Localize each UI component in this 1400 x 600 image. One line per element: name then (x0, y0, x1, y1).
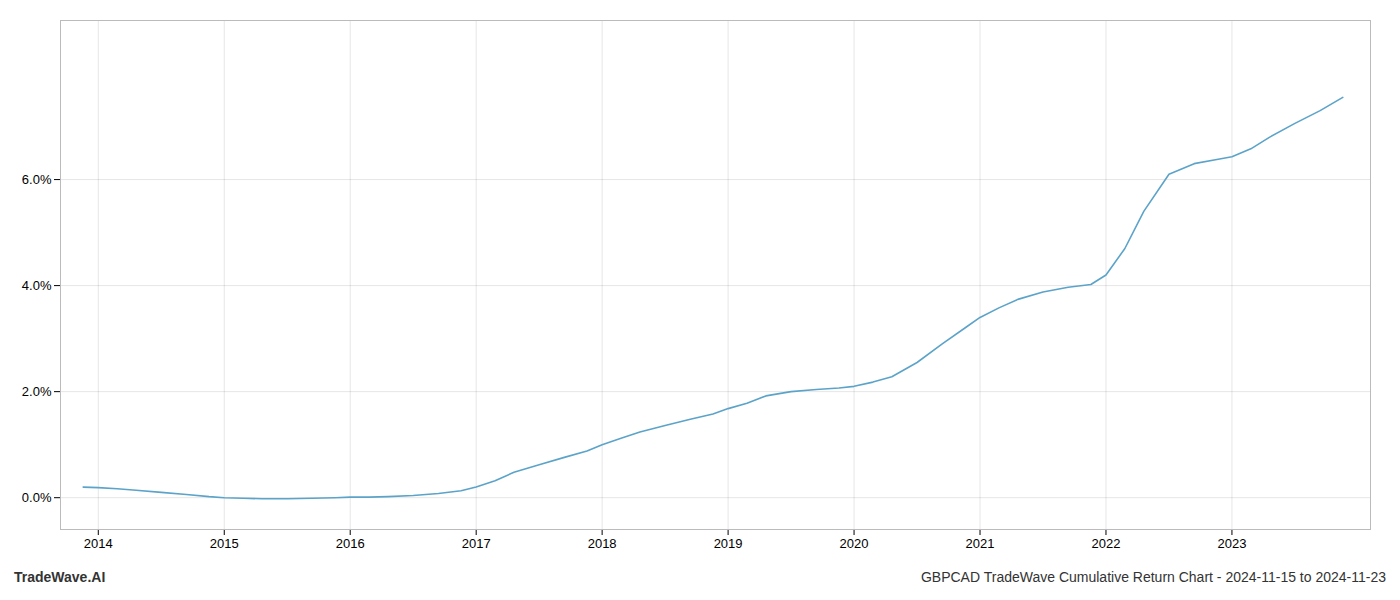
html-text:GBPCAD TradeWave Cumulative Re: GBPCAD TradeWave Cumulative Return Chart… (920, 569, 1386, 585)
svg-text:2.0%: 2.0% (22, 384, 52, 399)
svg-text:2022: 2022 (1092, 536, 1121, 551)
svg-text:2017: 2017 (462, 536, 491, 551)
html-text:TradeWave.AI: TradeWave.AI (14, 569, 106, 585)
svg-text:2015: 2015 (210, 536, 239, 551)
svg-text:6.0%: 6.0% (22, 172, 52, 187)
svg-text:2019: 2019 (714, 536, 743, 551)
svg-text:2018: 2018 (588, 536, 617, 551)
svg-text:0.0%: 0.0% (22, 490, 52, 505)
svg-text:2021: 2021 (966, 536, 995, 551)
svg-text:2020: 2020 (840, 536, 869, 551)
svg-text:4.0%: 4.0% (22, 278, 52, 293)
svg-text:2014: 2014 (84, 536, 113, 551)
svg-text:2023: 2023 (1217, 536, 1246, 551)
svg-text:2016: 2016 (336, 536, 365, 551)
